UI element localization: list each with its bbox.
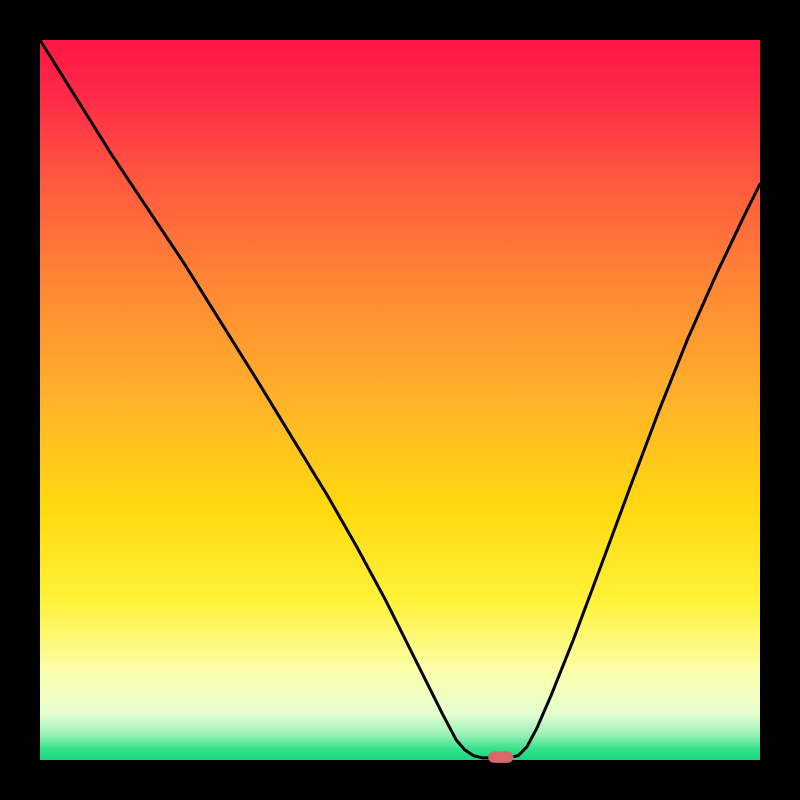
plot-background	[40, 40, 760, 760]
chart-stage: TheBottleneck.com	[0, 0, 800, 800]
watermark-text: TheBottleneck.com	[562, 4, 792, 32]
bottleneck-chart	[0, 0, 800, 800]
optimal-point-marker	[488, 751, 513, 763]
